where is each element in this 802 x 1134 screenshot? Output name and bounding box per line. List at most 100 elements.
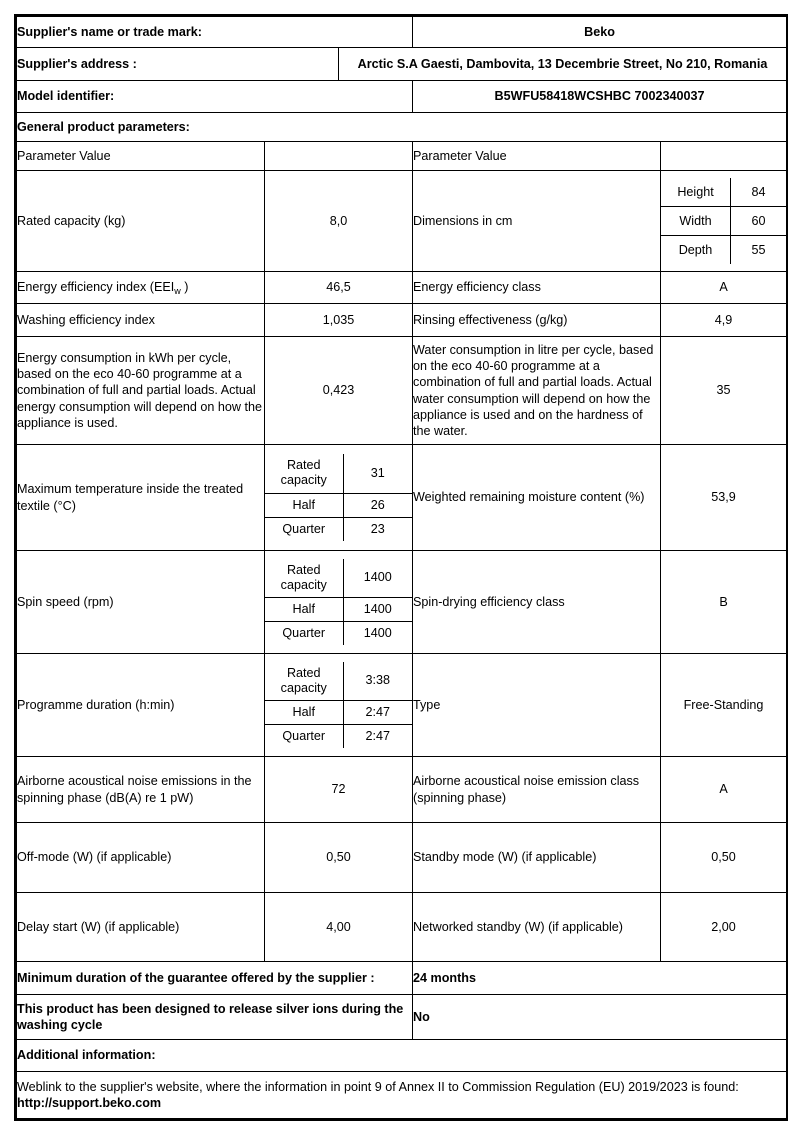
delay-start-value: 4,00 xyxy=(263,892,414,962)
max-temp-value-quarter: 23 xyxy=(370,521,385,536)
column-header-right: Parameter Value xyxy=(412,141,662,171)
dimension-row-depth: Depth 55 xyxy=(661,235,786,265)
rinsing-value: 4,9 xyxy=(660,303,788,337)
programme-duration-row-rated: Rated capacity 3:38 xyxy=(265,661,413,701)
guarantee-label: Minimum duration of the guarantee offere… xyxy=(15,961,414,995)
max-temp-value-half: 26 xyxy=(343,493,413,518)
model-identifier-value: B5WFU58418WCSHBC 7002340037 xyxy=(412,80,788,113)
guarantee-value: 24 months xyxy=(412,961,788,995)
table-row-spin-speed: Spin speed (rpm) Rated capacity 1400 Hal… xyxy=(16,550,788,654)
energy-class-value: A xyxy=(660,271,788,304)
type-value: Free-Standing xyxy=(660,653,788,757)
supplier-name-value: Beko xyxy=(412,16,788,48)
eei-value: 46,5 xyxy=(263,271,414,304)
supplier-address-value: Arctic S.A Gaesti, Dambovita, 13 Decembr… xyxy=(337,47,788,81)
weblink-url[interactable]: http://support.beko.com xyxy=(17,1096,162,1110)
energy-consumption-value: 0,423 xyxy=(263,336,414,445)
spin-speed-label: Spin speed (rpm) xyxy=(16,550,265,654)
product-information-sheet: Supplier's name or trade mark: Beko Supp… xyxy=(14,14,788,1121)
table-row-guarantee: Minimum duration of the guarantee offere… xyxy=(15,961,788,995)
off-mode-label: Off-mode (W) (if applicable) xyxy=(16,822,265,893)
dimension-row-width: Width 60 xyxy=(661,206,787,237)
column-header-right-value xyxy=(660,141,788,171)
model-identifier-label: Model identifier: xyxy=(15,80,414,113)
eei-label: Energy efficiency index (EEIw ) xyxy=(16,271,265,304)
rated-capacity-value: 8,0 xyxy=(263,170,414,272)
eei-label-text: Energy efficiency index (EEI xyxy=(17,280,175,295)
dimension-value-height: 84 xyxy=(730,177,787,207)
product-fiche-table: Supplier's name or trade mark: Beko Supp… xyxy=(15,16,788,1119)
delay-start-label: Delay start (W) (if applicable) xyxy=(16,892,265,962)
max-temperature-subtable: Rated capacity 31 Half 26 Quarter 23 xyxy=(265,454,413,541)
moisture-value: 53,9 xyxy=(660,444,788,551)
networked-standby-label: Networked standby (W) (if applicable) xyxy=(412,892,662,962)
networked-standby-value: 2,00 xyxy=(660,892,788,962)
table-row-weblink: Weblink to the supplier's website, where… xyxy=(15,1071,788,1119)
spin-speed-subtable: Rated capacity 1400 Half 1400 Quarter 14… xyxy=(265,558,413,646)
table-row-eei: Energy efficiency index (EEIw ) 46,5 Ene… xyxy=(16,271,788,304)
table-row-silver-ions: This product has been designed to releas… xyxy=(15,994,788,1040)
spin-drying-class-value: B xyxy=(660,550,788,654)
max-temp-label-rated: Rated capacity xyxy=(265,454,344,494)
spin-speed-value-rated: 1400 xyxy=(343,558,413,598)
dimensions-values: Height 84 Width 60 Depth 55 xyxy=(660,170,788,272)
table-row-consumption: Energy consumption in kWh per cycle, bas… xyxy=(16,336,788,445)
programme-duration-label-rated: Rated capacity xyxy=(265,661,344,701)
energy-consumption-label: Energy consumption in kWh per cycle, bas… xyxy=(16,336,265,445)
max-temp-value-rated: 31 xyxy=(343,454,413,494)
spin-speed-value-half: 1400 xyxy=(343,597,413,623)
dimensions-label: Dimensions in cm xyxy=(412,170,662,272)
eei-label-suffix: ) xyxy=(180,280,189,295)
silver-ions-value: No xyxy=(412,994,788,1040)
additional-information-label: Additional information: xyxy=(15,1039,788,1072)
dimension-label-depth: Depth xyxy=(661,235,732,265)
off-mode-value: 0,50 xyxy=(263,822,414,893)
washing-efficiency-value: 1,035 xyxy=(263,303,414,337)
dimension-label-width: Width xyxy=(661,206,732,237)
max-temp-label-quarter: Quarter xyxy=(265,517,344,541)
max-temp-row-half: Half 26 xyxy=(265,493,413,518)
spin-speed-row-rated: Rated capacity 1400 xyxy=(265,558,413,598)
dimension-value-width: 60 xyxy=(730,206,787,237)
programme-duration-label-half: Half xyxy=(265,700,344,726)
supplier-address-label: Supplier's address : xyxy=(16,47,339,81)
silver-ions-label: This product has been designed to releas… xyxy=(15,994,414,1040)
table-row-rated-capacity-dimensions: Rated capacity (kg) 8,0 Dimensions in cm… xyxy=(16,170,788,272)
dimension-value-depth: 55 xyxy=(751,243,766,258)
spin-speed-row-half: Half 1400 xyxy=(265,597,413,623)
supplier-name-label: Supplier's name or trade mark: xyxy=(15,16,414,48)
max-temp-row-rated: Rated capacity 31 xyxy=(265,454,413,494)
programme-duration-label-quarter: Quarter xyxy=(265,724,344,749)
rated-capacity-label: Rated capacity (kg) xyxy=(16,170,265,272)
spin-speed-label-rated: Rated capacity xyxy=(265,558,344,598)
programme-duration-label: Programme duration (h:min) xyxy=(16,653,265,757)
spin-speed-values: Rated capacity 1400 Half 1400 Quarter 14… xyxy=(263,550,414,654)
table-row-general-parameters: General product parameters: xyxy=(15,112,788,142)
table-row-washing-efficiency: Washing efficiency index 1,035 Rinsing e… xyxy=(16,303,788,337)
programme-duration-value-rated: 3:38 xyxy=(343,661,413,701)
type-label: Type xyxy=(412,653,662,757)
table-row-max-temperature: Maximum temperature inside the treated t… xyxy=(16,444,788,551)
programme-duration-subtable: Rated capacity 3:38 Half 2:47 Quarter 2:… xyxy=(265,661,413,749)
noise-emissions-value: 72 xyxy=(263,756,414,823)
max-temperature-label: Maximum temperature inside the treated t… xyxy=(16,444,265,551)
standby-mode-label: Standby mode (W) (if applicable) xyxy=(412,822,662,893)
programme-duration-row-quarter: Quarter 2:47 xyxy=(265,724,412,749)
dimensions-subtable: Height 84 Width 60 Depth 55 xyxy=(661,177,787,265)
programme-duration-value-quarter: 2:47 xyxy=(365,729,391,744)
spin-speed-label-half: Half xyxy=(265,597,344,623)
max-temperature-values: Rated capacity 31 Half 26 Quarter 23 xyxy=(263,444,414,551)
max-temp-label-half: Half xyxy=(265,493,344,518)
water-consumption-value: 35 xyxy=(660,336,788,445)
washing-efficiency-label: Washing efficiency index xyxy=(16,303,265,337)
column-header-left-value xyxy=(263,141,414,171)
weblink-description: Weblink to the supplier's website, where… xyxy=(17,1079,739,1094)
max-temp-row-quarter: Quarter 23 xyxy=(265,517,412,541)
table-row-model-identifier: Model identifier: B5WFU58418WCSHBC 70023… xyxy=(15,80,788,113)
noise-class-value: A xyxy=(660,756,788,823)
eei-subscript: w xyxy=(174,286,181,297)
energy-class-label: Energy efficiency class xyxy=(412,271,662,304)
table-row-delay-networked: Delay start (W) (if applicable) 4,00 Net… xyxy=(16,892,788,962)
spin-drying-class-label: Spin-drying efficiency class xyxy=(412,550,662,654)
noise-emissions-label: Airborne acoustical noise emissions in t… xyxy=(16,756,265,823)
